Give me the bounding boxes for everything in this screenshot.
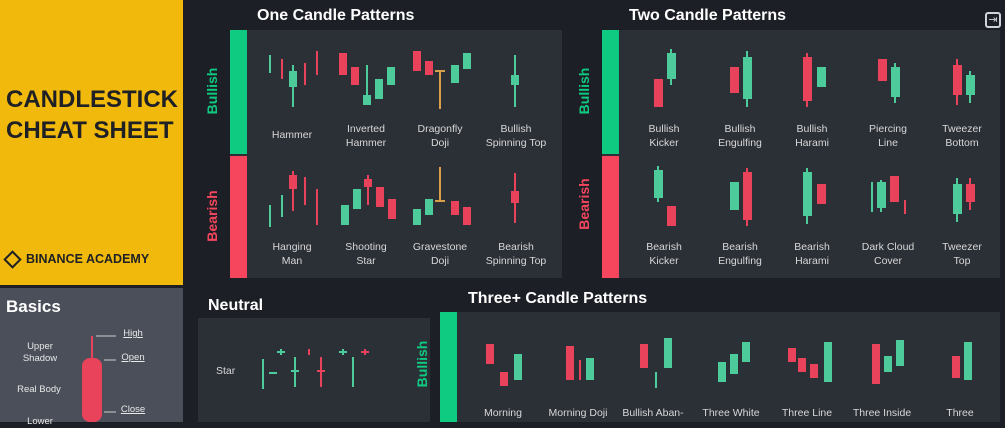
two-candle-bullish-icons [654,49,975,107]
hammer-candles [269,51,318,107]
pattern-label: Tweezer Top [942,241,982,267]
pattern-label: Bullish Engulfing [718,123,762,149]
bearish-engulfing-candles [730,168,752,226]
piercing-line-candles [878,59,900,103]
tweezer-bottom-candles [953,59,975,105]
star-candles [262,349,369,389]
gravestone-doji-candles [413,167,471,225]
inverted-hammer-candles [339,53,395,105]
star-label: Star [216,365,236,377]
two-bullish-label: Bullish [576,67,592,115]
pattern-label: Hanging Man [272,241,312,267]
dark-cloud-cover-candles [871,176,906,214]
pattern-label: Bullish Harami [795,123,829,149]
three-outside-up-candles [952,342,972,380]
brand-name: BINANCE ACADEMY [26,252,150,266]
dragonfly-doji-candles [413,51,471,109]
pattern-label: Bullish Aban- [622,407,684,419]
bearish-kicker-candles [654,166,676,226]
pattern-label: Three White [702,407,760,419]
brand-panel [0,0,183,285]
one-candle-title: One Candle Patterns [257,7,415,24]
bullish-engulfing-candles [730,51,752,107]
pattern-label: Morning Doji [548,407,608,419]
pattern-label: Bearish Engulfing [718,241,762,267]
upper-shadow-label: Upper Shadow [22,341,58,364]
bullish-harami-candles [803,53,826,107]
bearish-spinning-top-candle [511,173,519,223]
bullish-strip [602,30,619,154]
three-inside-up-candles [872,340,904,384]
bearish-strip [602,156,619,278]
brand-logo: BINANCE ACADEMY [3,249,150,269]
pattern-label: Bullish Spinning Top [485,123,547,149]
pattern-label: Gravestone Doji [412,241,468,267]
neutral-card [198,318,430,422]
three-bullish-label: Bullish [414,340,430,388]
bullish-kicker-candles [654,49,676,107]
bearish-strip [230,156,247,278]
pattern-label: Three Inside [852,407,912,419]
bullish-strip [230,30,247,154]
pattern-label: Bearish Kicker [646,241,682,267]
pattern-label: Three [946,407,974,419]
pattern-label: Three Line [781,407,833,419]
one-candle-card [230,30,562,278]
morning-doji-candles [566,346,594,380]
pattern-label: Hammer [271,129,313,141]
pattern-label: Bullish Kicker [648,123,680,149]
close-label: Close [120,404,146,415]
pattern-label: Bearish Harami [794,241,830,267]
pattern-label: Dark Cloud Cover [861,241,915,267]
morning-star-candles [486,344,522,386]
pattern-label: Dragonfly Doji [417,123,463,149]
two-bearish-label: Bearish [576,178,592,230]
bullish-strip [440,312,457,422]
real-body-label: Real Body [17,384,61,395]
open-label: Open [121,352,145,363]
shooting-star-candles [341,175,396,225]
exit-icon[interactable]: ⇥ [985,12,1001,28]
pattern-label: Tweezer Bottom [942,123,982,149]
three-white-soldiers-candles [718,342,750,382]
tweezer-top-candles [953,178,975,222]
neutral-star-icons [262,349,369,389]
basics-candle-diagram [82,335,116,422]
three-line-strike-candles [788,342,832,382]
high-label: High [123,328,143,339]
pattern-label: Shooting Star [345,241,387,267]
page-title: CANDLESTICK CHEAT SHEET [6,86,178,144]
neutral-title: Neutral [208,297,264,314]
pattern-label: Piercing Line [869,123,907,149]
one-bearish-label: Bearish [204,190,220,242]
hanging-man-candles [269,171,318,227]
one-candle-bearish-icons [269,167,519,227]
two-candle-bearish-icons [654,166,975,226]
pattern-label: Morning [484,407,522,419]
one-bullish-label: Bullish [204,67,220,115]
three-plus-bullish-icons [486,338,972,388]
bullish-abandoned-baby-candles [640,338,672,388]
bearish-harami-candles [803,168,826,224]
bullish-spinning-top-candle [511,55,519,107]
three-plus-title: Three+ Candle Patterns [468,290,648,307]
binance-diamond-icon [3,249,22,269]
basics-title: Basics [6,297,61,316]
two-candle-title: Two Candle Patterns [629,7,787,24]
pattern-label: Inverted Hammer [345,123,387,149]
one-candle-bullish-icons [269,51,519,109]
pattern-label: Bearish Spinning Top [485,241,547,267]
